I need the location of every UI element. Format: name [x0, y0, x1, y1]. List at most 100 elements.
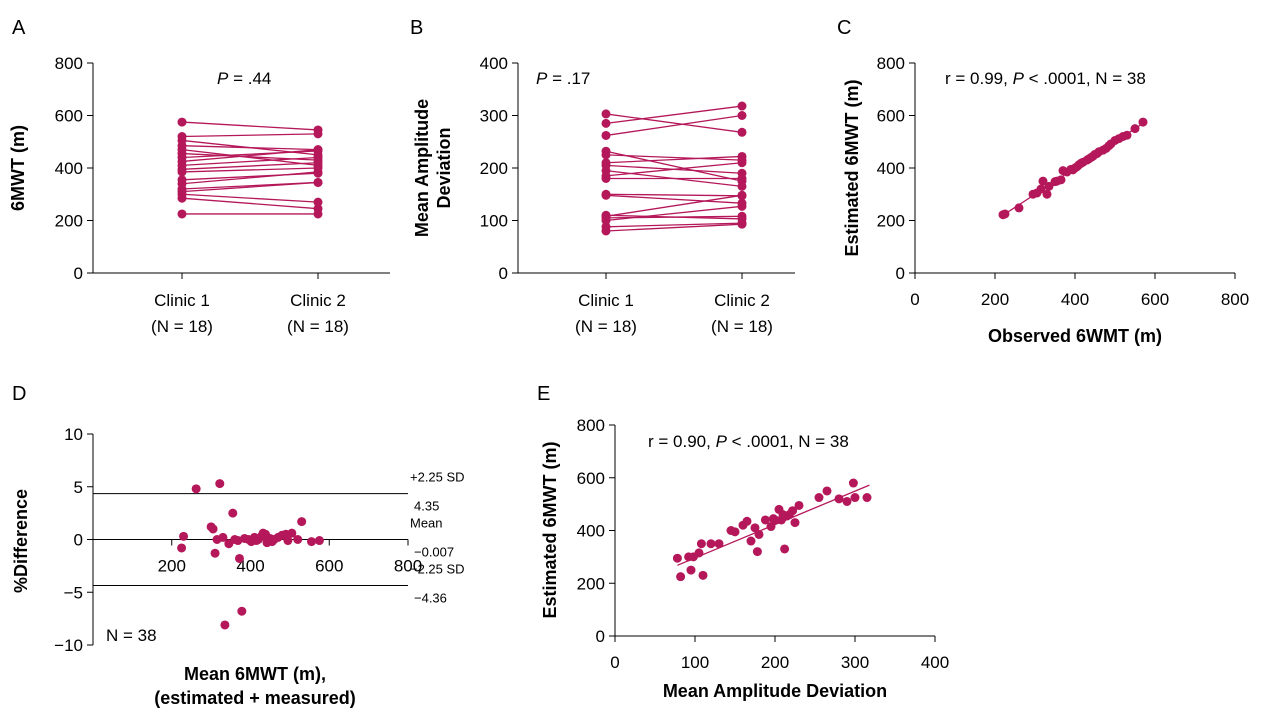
- data-point: [237, 606, 247, 616]
- y-tick-label: 200: [577, 574, 605, 593]
- data-point: [179, 531, 189, 541]
- pair-line: [605, 114, 743, 137]
- data-point: [750, 523, 760, 533]
- point-clinic-1: [601, 130, 611, 140]
- panel-letter: B: [410, 17, 423, 39]
- y-tick-label: 200: [55, 212, 83, 231]
- stat-annotation: r = 0.99, P < .0001, N = 38: [945, 69, 1146, 88]
- reference-value: −0.007: [414, 545, 454, 560]
- y-tick-label: 800: [577, 416, 605, 435]
- pair-line: [605, 222, 743, 228]
- panel-e: E 0 200 400 600 800 0 100 200 300 400 r = 0.90, P <…: [537, 383, 949, 701]
- data-point: [676, 572, 686, 582]
- data-point: [1000, 209, 1010, 219]
- reference-value: 4.35: [414, 499, 439, 514]
- y-axis-label: Mean Amplitude Deviation: [412, 99, 454, 237]
- data-point: [694, 548, 704, 558]
- panel-letter: D: [12, 383, 26, 405]
- x-tick-label: 0: [910, 290, 919, 309]
- data-point: [1138, 117, 1148, 127]
- y-tick-label: 400: [480, 54, 508, 73]
- pair-line: [181, 133, 319, 138]
- x-tick-label: 400: [1061, 290, 1089, 309]
- reference-value: −4.36: [414, 590, 447, 605]
- y-tick-label: 400: [55, 159, 83, 178]
- data-point: [770, 515, 780, 525]
- x-tick-label: 200: [981, 290, 1009, 309]
- pair-line: [605, 113, 743, 133]
- y-tick-label: −10: [54, 636, 83, 655]
- pair-line: [605, 214, 743, 220]
- data-point: [814, 493, 824, 503]
- data-point: [766, 522, 776, 532]
- data-point: [788, 506, 798, 516]
- point-clinic-1: [601, 109, 611, 119]
- data-point: [686, 565, 696, 575]
- y-tick-label: 400: [577, 522, 605, 541]
- panel-b: B 0 100 200 300 400 Clinic 1 (N = 18) Clinic 2 (N…: [410, 17, 795, 336]
- y-tick-label: 200: [877, 212, 905, 231]
- pair-line: [605, 205, 743, 222]
- data-point: [1130, 124, 1140, 134]
- panel-d: D −10 −5 0 5 10 200 400 600 800 +2.25 SD 4.35 Mean −0…: [11, 383, 465, 708]
- point-clinic-1: [177, 193, 187, 203]
- data-point: [220, 620, 230, 630]
- y-tick-label: 0: [499, 264, 508, 283]
- x-tick-label: 800: [394, 557, 422, 576]
- stat-annotation: P = .17: [536, 69, 590, 88]
- point-clinic-2: [313, 167, 323, 177]
- stat-annotation: P = .44: [217, 69, 271, 88]
- pair-line: [181, 193, 319, 203]
- data-point: [1122, 130, 1132, 140]
- y-axis-label: 6MWT (m): [8, 125, 28, 211]
- x-axis-label-line-2: (estimated + measured): [154, 688, 356, 708]
- y-tick-label: 0: [896, 264, 905, 283]
- x-category-sublabel: (N = 18): [575, 317, 637, 336]
- data-point: [754, 529, 764, 539]
- point-clinic-1: [601, 118, 611, 128]
- x-tick-label: 600: [315, 557, 343, 576]
- data-point: [210, 548, 220, 558]
- data-point: [1042, 189, 1052, 199]
- data-point: [215, 479, 225, 489]
- data-point: [752, 547, 762, 557]
- x-category-sublabel: (N = 18): [287, 317, 349, 336]
- y-tick-label: 100: [480, 212, 508, 231]
- data-point: [746, 536, 756, 546]
- y-tick-label: 800: [877, 54, 905, 73]
- panel-letter: E: [537, 383, 550, 405]
- y-tick-label: 600: [877, 107, 905, 126]
- point-clinic-1: [601, 174, 611, 183]
- reference-label: +2.25 SD: [410, 470, 465, 485]
- pair-line: [605, 154, 743, 161]
- panel-c: C 0 200 400 600 800 0 200 400 600 800 r = 0.99, P <…: [837, 17, 1249, 346]
- point-clinic-2: [737, 181, 747, 191]
- point-clinic-2: [737, 151, 747, 161]
- data-point: [1038, 176, 1048, 186]
- point-clinic-1: [177, 117, 187, 127]
- pair-line: [605, 223, 743, 232]
- pair-line: [181, 148, 319, 167]
- point-clinic-1: [177, 209, 187, 219]
- n-annotation: N = 38: [106, 626, 157, 645]
- y-tick-label: 400: [877, 159, 905, 178]
- point-clinic-2: [737, 214, 747, 224]
- x-axis-label: Observed 6WMT (m): [988, 326, 1162, 346]
- x-tick-label: 200: [158, 557, 186, 576]
- x-category-label: Clinic 2: [290, 291, 346, 310]
- pair-line: [181, 145, 319, 151]
- y-tick-label: 600: [55, 107, 83, 126]
- y-tick-label: 0: [596, 627, 605, 646]
- pair-line: [605, 194, 743, 204]
- point-clinic-2: [313, 177, 323, 187]
- x-tick-label: 400: [921, 653, 949, 672]
- point-clinic-1: [601, 226, 611, 236]
- data-point: [742, 516, 752, 526]
- data-point: [191, 484, 201, 494]
- x-category-label: Clinic 1: [578, 291, 634, 310]
- x-tick-label: 300: [841, 653, 869, 672]
- data-point: [794, 500, 804, 510]
- data-point: [730, 527, 740, 537]
- point-clinic-2: [737, 201, 747, 211]
